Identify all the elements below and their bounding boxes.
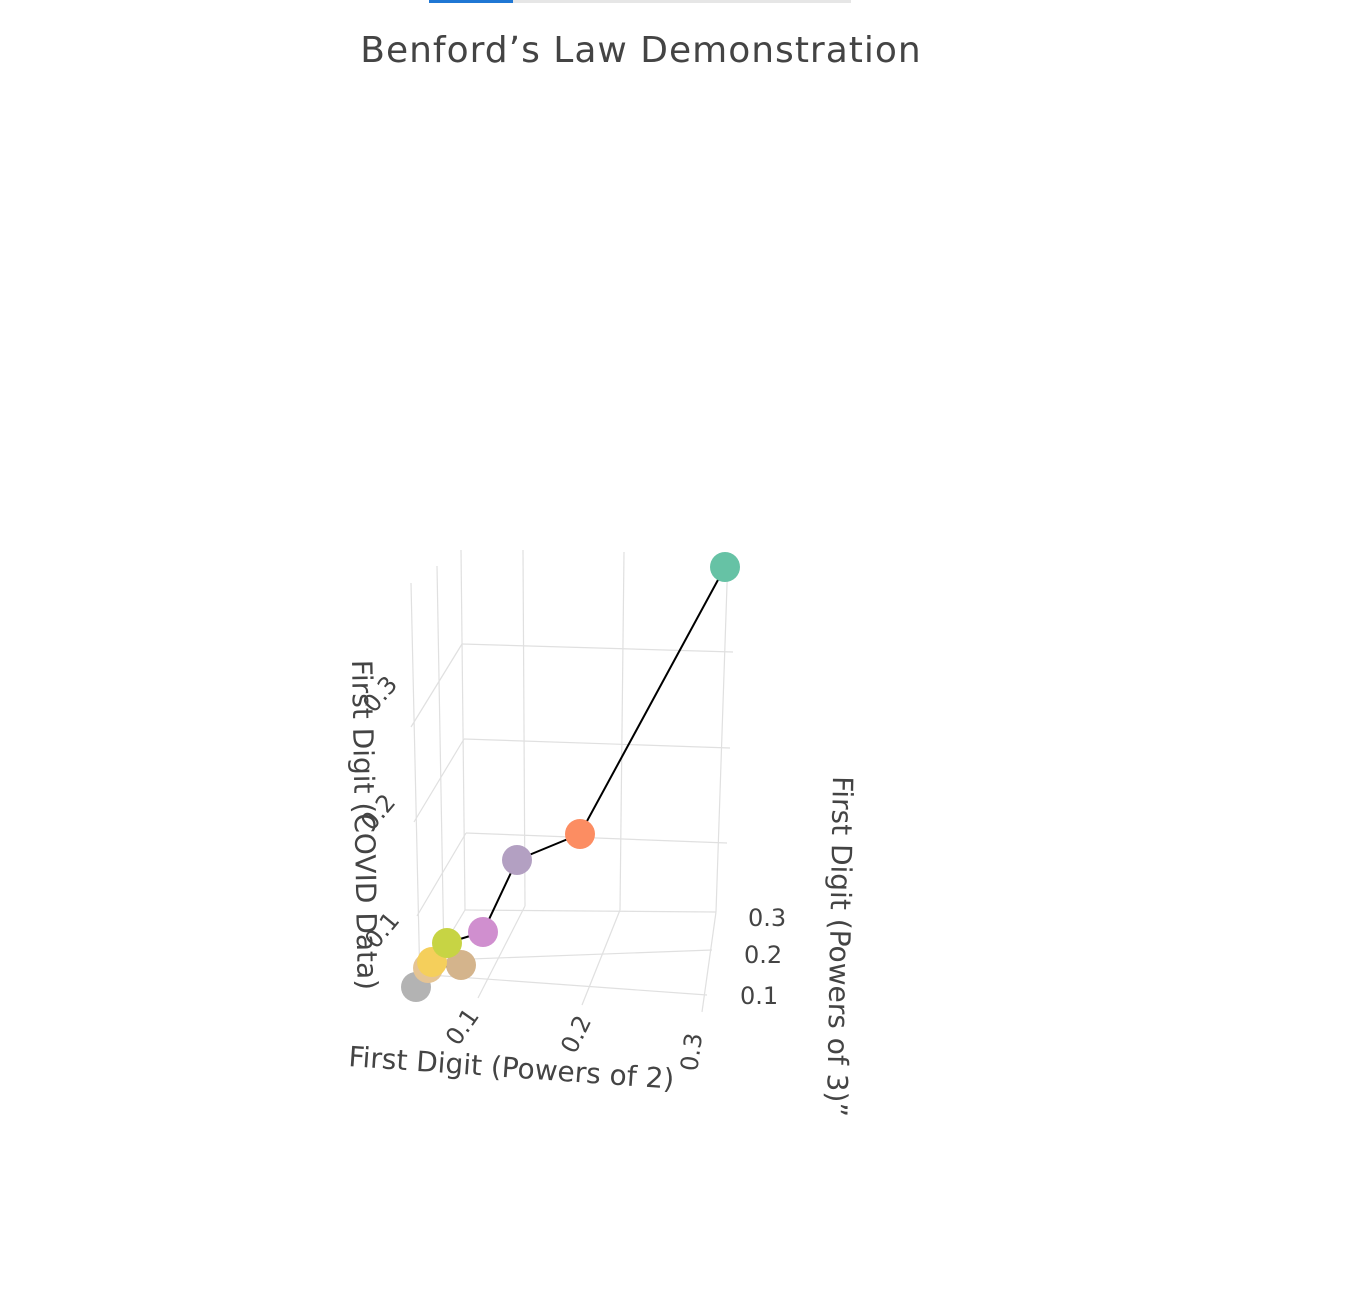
y-tick-label: 0.3: [748, 904, 786, 932]
data-point-digit-1[interactable]: [710, 552, 740, 582]
x-axis-title: First Digit (Powers of 2): [348, 1040, 676, 1096]
series-markers[interactable]: [401, 552, 740, 1002]
y-axis-title: First Digit (Powers of 3)”: [820, 776, 859, 1117]
x-tick-label: 0.1: [440, 1003, 485, 1050]
z-axis-title: First Digit (COVID Data): [345, 660, 384, 991]
tab-active-indicator[interactable]: [429, 0, 513, 3]
data-point-digit-7[interactable]: [446, 950, 476, 980]
data-point-digit-3[interactable]: [502, 845, 532, 875]
x-tick-label: 0.2: [555, 1011, 597, 1058]
data-point-digit-4[interactable]: [468, 917, 498, 947]
y-tick-label: 0.1: [740, 982, 778, 1010]
grid-lines: [410, 549, 734, 1013]
y-tick-label: 0.2: [744, 941, 782, 969]
data-point-digit-5[interactable]: [432, 928, 462, 958]
data-point-digit-2[interactable]: [565, 819, 595, 849]
x-tick-label: 0.3: [675, 1031, 708, 1073]
chart-title: Benford’s Law Demonstration: [360, 30, 922, 71]
tab-bar[interactable]: [429, 0, 851, 3]
